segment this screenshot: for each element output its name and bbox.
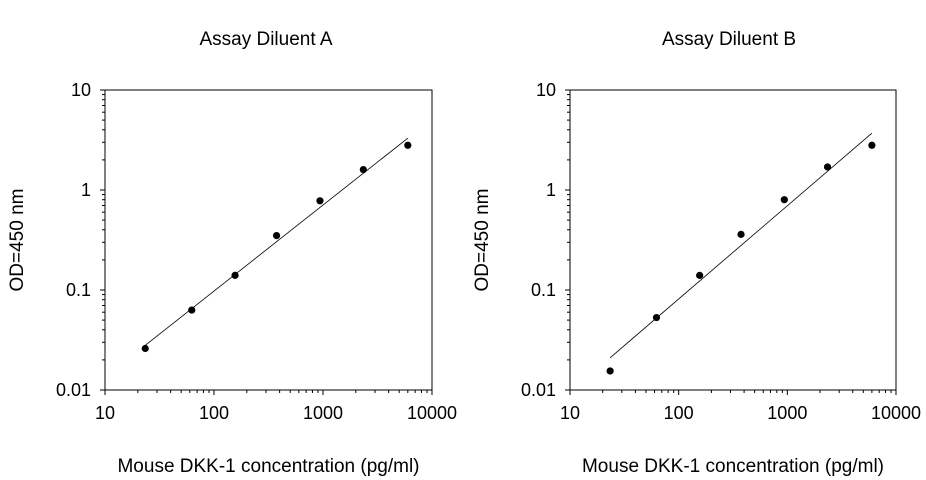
data-point <box>823 163 832 171</box>
data-point <box>359 165 367 174</box>
y-tick-label: 1 <box>81 180 91 200</box>
y-tick-label: 10 <box>71 80 91 100</box>
data-point <box>188 306 196 314</box>
data-point <box>737 230 745 238</box>
x-axis-label: Mouse DKK-1 concentration (pg/ml) <box>582 456 884 477</box>
x-axis-label: Mouse DKK-1 concentration (pg/ml) <box>117 456 419 477</box>
y-tick-label: 1 <box>546 180 556 200</box>
data-point <box>316 197 324 205</box>
y-axis-label: OD=450 nm <box>472 189 493 292</box>
x-tick-label: 1000 <box>767 403 807 423</box>
data-point <box>404 141 412 149</box>
data-point <box>606 367 614 375</box>
x-tick-label: 10 <box>95 403 115 423</box>
x-tick-label: 100 <box>199 403 229 423</box>
chart-title: Assay Diluent B <box>662 29 796 50</box>
data-point <box>652 313 661 322</box>
y-tick-label: 0.01 <box>521 380 556 400</box>
x-tick-label: 100 <box>664 403 694 423</box>
x-tick-label: 1000 <box>303 403 343 423</box>
chart-2: Assay Diluent B 10 100 1000 10000 0.01 0.1 1 10 M… <box>472 29 921 477</box>
x-tick-label: 10000 <box>407 403 457 423</box>
x-tick-label: 10000 <box>871 403 921 423</box>
data-point <box>868 141 876 149</box>
y-axis-label: OD=450 nm <box>7 189 28 292</box>
data-point <box>141 344 149 353</box>
y-tick-label: 0.1 <box>66 280 91 300</box>
plot-frame <box>569 89 897 391</box>
data-point <box>696 271 704 279</box>
y-tick-label: 0.1 <box>531 280 556 300</box>
data-point <box>272 231 281 240</box>
data-point <box>780 196 788 204</box>
trend-line <box>609 132 873 359</box>
chart-title: Assay Diluent A <box>199 29 332 50</box>
plot-frame <box>104 89 433 391</box>
chart-1: Assay Diluent A 10 100 1000 10000 0.01 0.1 1 10 M… <box>7 29 457 477</box>
data-point <box>231 271 239 279</box>
y-tick-label: 0.01 <box>56 380 91 400</box>
trend-line <box>144 137 409 346</box>
y-tick-label: 10 <box>536 80 556 100</box>
x-tick-label: 10 <box>560 403 580 423</box>
